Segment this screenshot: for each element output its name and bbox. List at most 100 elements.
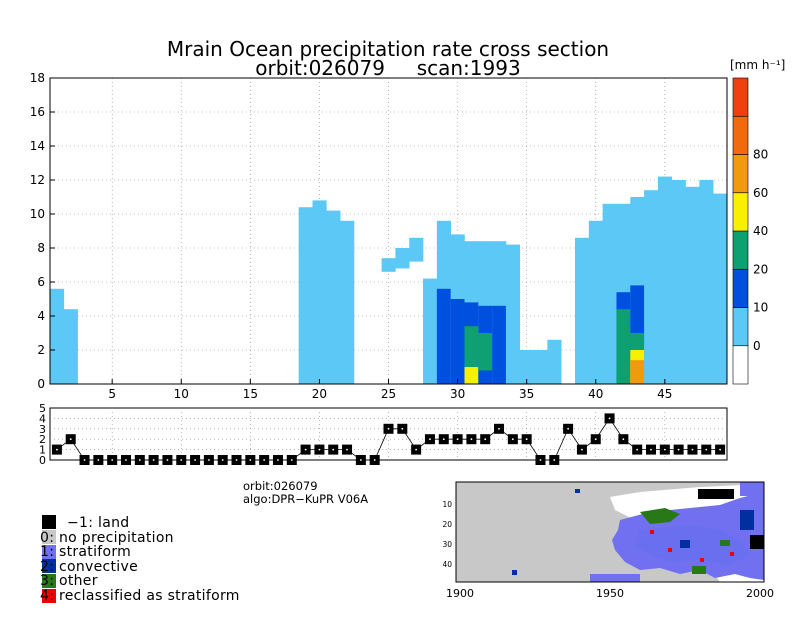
strip-marker-dot-28 — [429, 438, 431, 441]
ytick-label-16: 16 — [30, 105, 45, 119]
cell-40-0 — [588, 220, 603, 384]
legend-label-no-precip: 0: no precipitation — [40, 530, 174, 546]
minimap-reclassified-patch-3 — [700, 558, 704, 562]
strip-marker-dot-27 — [415, 448, 418, 451]
cell-33-1 — [492, 305, 507, 384]
strip-marker-dot-6 — [125, 459, 127, 461]
strip-marker-dot-24 — [373, 459, 376, 461]
minimap-xtick-1950: 1950 — [596, 587, 624, 600]
legend-label-land: −1: land — [67, 515, 129, 531]
strip-marker-dot-20 — [318, 448, 321, 451]
colorbar-unit: [mm h⁻¹] — [730, 58, 785, 72]
cell-45-0 — [657, 176, 673, 384]
legend-swatch-stratiform — [42, 545, 56, 559]
colorbar-swatch-3 — [732, 230, 749, 270]
strip-ytick-4: 4 — [39, 412, 46, 425]
ytick-label-14: 14 — [30, 139, 45, 153]
cell-43-4 — [630, 360, 645, 384]
strip-marker-dot-46 — [677, 448, 680, 451]
legend-label-convective: 2: convective — [40, 559, 138, 575]
strip-marker-dot-33 — [498, 427, 500, 430]
cell-48-0 — [699, 180, 714, 384]
cell-34-0 — [505, 244, 521, 384]
type-strip-grid — [50, 408, 727, 460]
cell-29-1 — [436, 288, 451, 384]
colorbar-label-4: 40 — [753, 224, 768, 238]
strip-marker-dot-49 — [719, 448, 721, 451]
colorbar-swatch-5 — [732, 154, 749, 194]
strip-ytick-1: 1 — [39, 444, 46, 457]
strip-ytick-2: 2 — [39, 433, 46, 446]
legend-swatch-no-precip — [42, 530, 56, 544]
cell-32-2 — [478, 333, 493, 371]
strip-ytick-5: 5 — [39, 402, 46, 415]
colorbar-label-2: 10 — [753, 301, 768, 315]
minimap-land-patch-2 — [750, 535, 764, 549]
type-strip-marks — [51, 413, 726, 465]
ytick-label-0: 0 — [37, 377, 45, 391]
colorbar-swatch-2 — [732, 268, 749, 308]
strip-marker-dot-11 — [194, 459, 196, 461]
minimap-other-area — [640, 508, 680, 524]
colorbar: 0 10 20 40 60 80 — [732, 77, 768, 385]
minimap-convective-patch-4 — [575, 489, 580, 493]
main-y-axis: 0 2 4 6 8 10 12 14 16 18 — [30, 71, 55, 391]
cell-30-1 — [450, 299, 465, 384]
ytick-label-12: 12 — [30, 173, 45, 187]
cell-37-0 — [547, 339, 562, 384]
minimap-reclassified-patch-2 — [668, 548, 672, 552]
cell-46-0 — [671, 180, 686, 384]
strip-marker-dot-23 — [359, 459, 362, 461]
strip-marker-dot-14 — [235, 459, 238, 461]
main-plot: 0 2 4 6 8 10 12 14 16 18 5 10 15 20 25 30 35 40 45 — [30, 71, 728, 401]
minimap-reclassified-patch-4 — [730, 552, 734, 556]
cell-1-0 — [50, 288, 65, 384]
cell-26-0 — [395, 248, 410, 269]
cell-47-0 — [685, 186, 700, 384]
info-algo: algo:DPR−KuPR V06A — [243, 492, 368, 506]
cell-41-0 — [602, 203, 617, 384]
xtick-label-40: 40 — [588, 387, 603, 401]
strip-marker-dot-43 — [636, 448, 639, 451]
strip-marker-dot-26 — [401, 427, 404, 430]
minimap-ytick-30: 30 — [442, 540, 452, 549]
legend-label-reclassified: 4: reclassified as stratiform — [40, 588, 240, 604]
strip-marker-dot-36 — [539, 459, 542, 461]
strip-marker-dot-5 — [111, 459, 114, 461]
cell-44-0 — [644, 190, 659, 384]
strip-marker-dot-18 — [290, 459, 293, 461]
xtick-label-5: 5 — [108, 387, 116, 401]
minimap-other-patch-2 — [720, 540, 730, 546]
strip-ytick-0: 0 — [39, 454, 46, 467]
strip-marker-dot-1 — [56, 448, 58, 451]
cell-20-0 — [312, 200, 327, 384]
legend-label-other: 3: other — [40, 573, 98, 589]
minimap-land-patch — [698, 489, 734, 499]
cell-21-0 — [326, 210, 341, 384]
legend-swatch-convective — [42, 559, 56, 573]
strip-marker-dot-42 — [622, 438, 625, 441]
ytick-label-10: 10 — [30, 207, 45, 221]
colorbar-swatch-6 — [732, 115, 749, 155]
cell-22-0 — [340, 220, 355, 384]
strip-ytick-3: 3 — [39, 423, 46, 436]
colorbar-label-3: 20 — [753, 262, 768, 276]
strip-marker-dot-9 — [166, 459, 169, 461]
minimap-convective-patch — [740, 510, 754, 530]
strip-marker-dot-44 — [650, 448, 652, 451]
cell-2-0 — [63, 309, 78, 384]
ytick-label-4: 4 — [37, 309, 45, 323]
strip-marker-dot-21 — [332, 448, 335, 451]
strip-marker-dot-2 — [69, 438, 72, 441]
cell-31-3 — [464, 367, 479, 384]
main-x-axis: 5 10 15 20 25 30 35 40 45 — [108, 379, 672, 401]
minimap-xtick-1900: 1900 — [446, 587, 474, 600]
strip-marker-dot-22 — [346, 448, 348, 451]
colorbar-label-1: 0 — [753, 339, 761, 353]
strip-marker-dot-37 — [553, 459, 556, 461]
colorbar-label-6: 80 — [753, 148, 768, 162]
minimap-ytick-40: 40 — [442, 560, 452, 569]
minimap-convective-patch-2 — [680, 540, 690, 548]
legend-swatch-reclassified — [42, 589, 56, 603]
precipitation-cells — [50, 176, 728, 384]
